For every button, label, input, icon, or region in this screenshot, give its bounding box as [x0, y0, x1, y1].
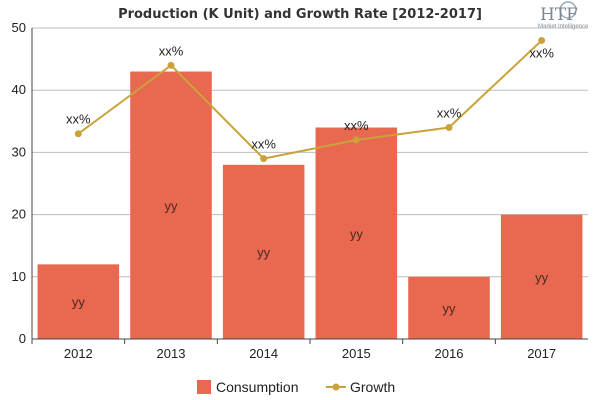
chart-title: Production (K Unit) and Growth Rate [201…	[118, 7, 482, 22]
line-data-label: xx%	[251, 137, 276, 152]
logo: HTF Market Intelligence	[538, 1, 589, 30]
bar-data-label: yy	[72, 295, 86, 310]
line-data-label: xx%	[344, 118, 369, 133]
bar-data-label: yy	[165, 198, 179, 213]
legend-label-growth: Growth	[350, 379, 395, 395]
line-data-label: xx%	[159, 43, 184, 58]
line-point	[352, 136, 360, 144]
line-data-label: xx%	[437, 106, 462, 121]
bar-data-label: yy	[443, 301, 457, 316]
bar	[37, 264, 120, 339]
logo-subtext: Market Intelligence	[538, 24, 589, 30]
bar	[500, 214, 583, 339]
bar	[408, 276, 490, 339]
y-axis: 0 10 20 30 40 50	[12, 20, 26, 346]
legend-swatch-growth-point	[332, 383, 340, 391]
legend-swatch-consumption	[197, 380, 211, 394]
bar-data-label: yy	[350, 226, 364, 241]
y-tick-label: 40	[12, 82, 26, 97]
bar	[222, 164, 305, 339]
y-tick-label: 0	[19, 331, 26, 346]
x-tick-label: 2017	[527, 346, 556, 361]
x-axis: 2012 2013 2014 2015 2016 2017	[31, 28, 588, 361]
x-tick-label: 2014	[249, 346, 278, 361]
line-data-label: xx%	[66, 112, 91, 127]
line-point	[74, 130, 82, 138]
y-tick-label: 20	[12, 207, 26, 222]
bar	[315, 127, 398, 340]
y-tick-label: 50	[12, 20, 26, 35]
bar-data-label: yy	[257, 245, 271, 260]
line-point	[167, 61, 175, 69]
line-point	[260, 155, 268, 163]
line-point	[538, 36, 546, 44]
bar	[130, 71, 212, 339]
bar-series: yy yy yy yy yy yy	[37, 71, 583, 340]
x-tick-label: 2013	[157, 346, 186, 361]
line-data-label: xx%	[529, 45, 554, 60]
line-point	[445, 124, 453, 132]
x-tick-label: 2016	[435, 346, 464, 361]
x-tick-label: 2015	[342, 346, 371, 361]
bar-data-label: yy	[535, 270, 549, 285]
y-tick-label: 10	[12, 269, 26, 284]
legend-label-consumption: Consumption	[216, 379, 299, 395]
logo-text: HTF	[540, 5, 578, 25]
y-tick-label: 30	[12, 144, 26, 159]
legend: Consumption Growth	[197, 379, 395, 395]
logo-globe-icon	[559, 1, 577, 19]
x-tick-label: 2012	[64, 346, 93, 361]
line-series: xx% xx% xx% xx% xx% xx%	[66, 36, 554, 163]
growth-line	[77, 39, 543, 160]
